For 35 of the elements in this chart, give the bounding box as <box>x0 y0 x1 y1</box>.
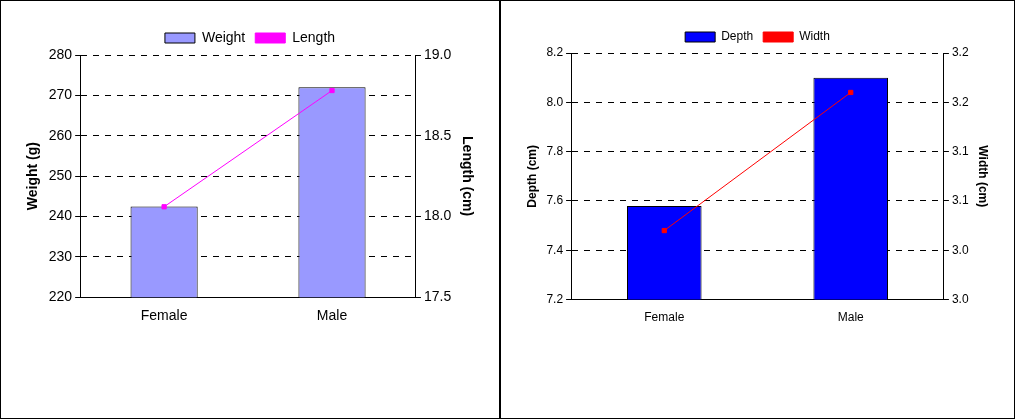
y2-tick-label: 18.5 <box>423 126 452 143</box>
x-tick-label: Male <box>837 310 865 325</box>
x-tick-label: Female <box>644 310 685 325</box>
y2-tick-label: 18.0 <box>423 207 452 224</box>
y-axis-title: Weight (g) <box>24 142 41 211</box>
y2-tick-label: 3.2 <box>951 45 969 60</box>
y-tick-label: 7.8 <box>546 143 564 158</box>
y-tick-label: 230 <box>48 247 73 264</box>
y2-tick-label: 17.5 <box>423 288 452 305</box>
y2-tick-label: 3.0 <box>951 291 969 306</box>
y2-axis-title: Width (cm) <box>976 145 991 208</box>
y-tick-label: 8.0 <box>546 94 564 109</box>
y-tick-label: 280 <box>48 45 73 62</box>
y-tick-label: 7.6 <box>546 193 564 208</box>
x-tick-label: Male <box>316 307 348 324</box>
y-tick-label: 240 <box>48 207 73 224</box>
y-tick-label: 8.2 <box>546 45 564 60</box>
y2-tick-label: 3.1 <box>951 193 969 208</box>
y-tick-label: 220 <box>48 288 73 305</box>
legend-label: Depth <box>721 29 754 44</box>
y2-tick-label: 19.0 <box>423 45 452 62</box>
x-tick-label: Female <box>140 307 188 324</box>
y-axis-title: Depth (cm) <box>524 144 539 208</box>
y-tick-label: 250 <box>48 166 73 183</box>
y-tick-label: 7.2 <box>546 291 564 306</box>
y2-axis-title: Length (cm) <box>459 136 476 217</box>
y2-tick-label: 3.2 <box>951 94 969 109</box>
y2-tick-label: 3.1 <box>951 143 969 158</box>
legend-label: Weight <box>201 28 246 45</box>
y-tick-label: 7.4 <box>546 242 564 257</box>
y-tick-label: 260 <box>48 126 73 143</box>
legend-label: Length <box>292 28 336 45</box>
y-tick-label: 270 <box>48 86 73 103</box>
y2-tick-label: 3.0 <box>951 242 969 257</box>
legend-label: Width <box>799 29 830 44</box>
